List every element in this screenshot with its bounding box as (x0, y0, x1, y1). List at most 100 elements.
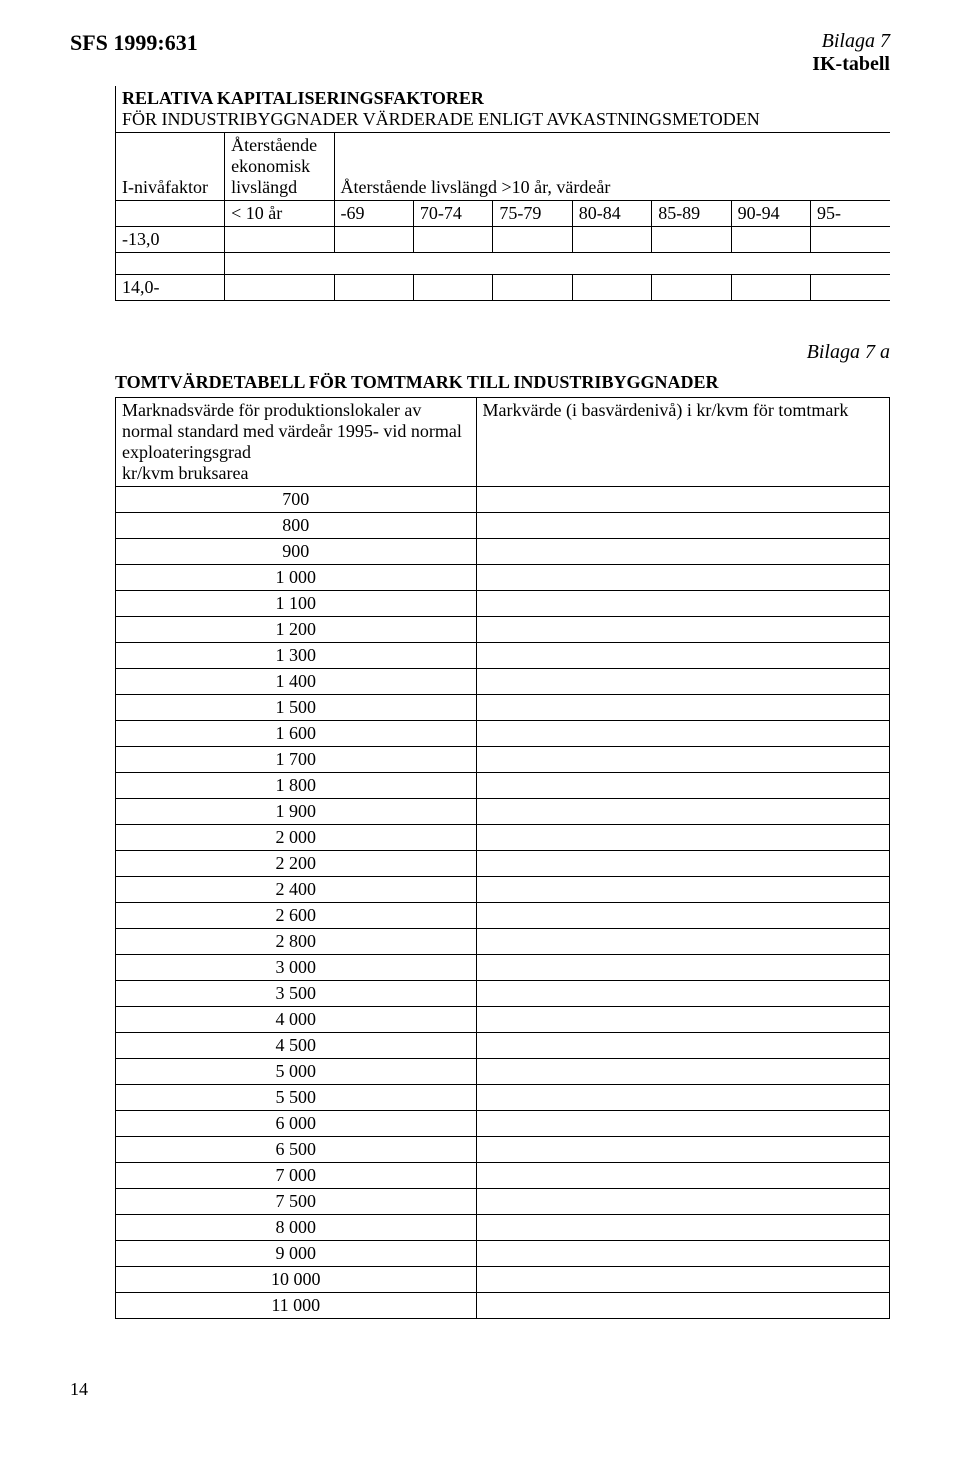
cell-year-5: 90-94 (731, 201, 810, 227)
t2-value-cell: 1 400 (116, 669, 476, 695)
cell-lt10: < 10 år (225, 201, 334, 227)
blank-cell (334, 275, 413, 301)
t2-value-cell: 1 000 (116, 565, 476, 591)
t2-value-cell: 800 (116, 513, 476, 539)
t2-value-cell: 7 500 (116, 1189, 476, 1215)
t2-blank-cell (476, 955, 890, 981)
t2-blank-cell (476, 1007, 890, 1033)
t2-blank-cell (476, 799, 890, 825)
gap-cell (116, 253, 225, 275)
col-vardeår: Återstående livslängd >10 år, värdeår (334, 133, 890, 201)
t2-blank-cell (476, 851, 890, 877)
cell-year-6: 95- (811, 201, 890, 227)
t2-value-cell: 1 900 (116, 799, 476, 825)
blank-cell (493, 275, 572, 301)
t2-value-cell: 2 400 (116, 877, 476, 903)
bilaga-label: Bilaga 7 (812, 30, 890, 53)
t2-blank-cell (476, 903, 890, 929)
t2-value-cell: 1 500 (116, 695, 476, 721)
t2-value-cell: 1 800 (116, 773, 476, 799)
t2-blank-cell (476, 981, 890, 1007)
section1-title1: RELATIVA KAPITALISERINGSFAKTORER (122, 88, 890, 109)
gap-cell (225, 253, 890, 275)
ik-label: IK-tabell (812, 53, 890, 76)
row-label-1: 14,0- (116, 275, 225, 301)
cell-year-4: 85-89 (652, 201, 731, 227)
t2-value-cell: 10 000 (116, 1267, 476, 1293)
t2-blank-cell (476, 565, 890, 591)
blank-cell (413, 275, 492, 301)
cell-year-2: 75-79 (493, 201, 572, 227)
table-tomtvarde: Marknadsvärde för produktionslokaler av … (116, 397, 890, 1319)
cell-year-1: 70-74 (413, 201, 492, 227)
t2-value-cell: 8 000 (116, 1215, 476, 1241)
t2-blank-cell (476, 929, 890, 955)
blank-cell (731, 227, 810, 253)
t2-value-cell: 4 000 (116, 1007, 476, 1033)
t2-blank-cell (476, 1111, 890, 1137)
t2-value-cell: 2 000 (116, 825, 476, 851)
t2-blank-cell (476, 773, 890, 799)
blank-cell (652, 227, 731, 253)
table-kapitalisering: I-nivåfaktor Återstående ekonomisk livsl… (116, 133, 890, 301)
t2-value-cell: 1 100 (116, 591, 476, 617)
t2-value-cell: 5 500 (116, 1085, 476, 1111)
t2-value-cell: 9 000 (116, 1241, 476, 1267)
t2-blank-cell (476, 825, 890, 851)
col-livslangd: Återstående ekonomisk livslängd (225, 133, 334, 201)
t2-value-cell: 11 000 (116, 1293, 476, 1319)
blank-cell (811, 275, 890, 301)
blank-cell (572, 227, 651, 253)
t2-value-cell: 2 200 (116, 851, 476, 877)
cell-empty (116, 201, 225, 227)
t2-blank-cell (476, 617, 890, 643)
col-inivafaktor: I-nivåfaktor (116, 133, 225, 201)
blank-cell (731, 275, 810, 301)
t2-blank-cell (476, 747, 890, 773)
blank-cell (652, 275, 731, 301)
t2-blank-cell (476, 695, 890, 721)
t2-blank-cell (476, 1293, 890, 1319)
blank-cell (225, 227, 334, 253)
cell-year-0: -69 (334, 201, 413, 227)
t2-value-cell: 3 000 (116, 955, 476, 981)
t2-blank-cell (476, 877, 890, 903)
t2-blank-cell (476, 539, 890, 565)
t2-value-cell: 1 600 (116, 721, 476, 747)
section1-title2: FÖR INDUSTRIBYGGNADER VÄRDERADE ENLIGT A… (122, 109, 890, 130)
t2-right-header: Markvärde (i basvärdenivå) i kr/kvm för … (476, 398, 890, 487)
section2-title: TOMTVÄRDETABELL FÖR TOMTMARK TILL INDUST… (115, 372, 890, 393)
t2-blank-cell (476, 1241, 890, 1267)
t2-blank-cell (476, 1267, 890, 1293)
t2-value-cell: 1 300 (116, 643, 476, 669)
blank-cell (225, 275, 334, 301)
blank-cell (572, 275, 651, 301)
t2-value-cell: 4 500 (116, 1033, 476, 1059)
t2-value-cell: 6 000 (116, 1111, 476, 1137)
t2-value-cell: 1 200 (116, 617, 476, 643)
blank-cell (811, 227, 890, 253)
cell-year-3: 80-84 (572, 201, 651, 227)
section-relativa: RELATIVA KAPITALISERINGSFAKTORER FÖR IND… (115, 86, 890, 301)
t2-value-cell: 3 500 (116, 981, 476, 1007)
t2-blank-cell (476, 1137, 890, 1163)
t2-blank-cell (476, 1033, 890, 1059)
t2-blank-cell (476, 487, 890, 513)
t2-value-cell: 5 000 (116, 1059, 476, 1085)
t2-blank-cell (476, 643, 890, 669)
sfs-number: SFS 1999:631 (70, 30, 198, 56)
t2-blank-cell (476, 1163, 890, 1189)
blank-cell (334, 227, 413, 253)
blank-cell (493, 227, 572, 253)
t2-blank-cell (476, 1059, 890, 1085)
t2-blank-cell (476, 669, 890, 695)
t2-left-header: Marknadsvärde för produktionslokaler av … (116, 398, 476, 487)
bilaga7a-label: Bilaga 7 a (70, 341, 890, 364)
t2-blank-cell (476, 1189, 890, 1215)
t2-blank-cell (476, 513, 890, 539)
t2-value-cell: 700 (116, 487, 476, 513)
t2-blank-cell (476, 1085, 890, 1111)
t2-value-cell: 7 000 (116, 1163, 476, 1189)
t2-blank-cell (476, 721, 890, 747)
blank-cell (413, 227, 492, 253)
